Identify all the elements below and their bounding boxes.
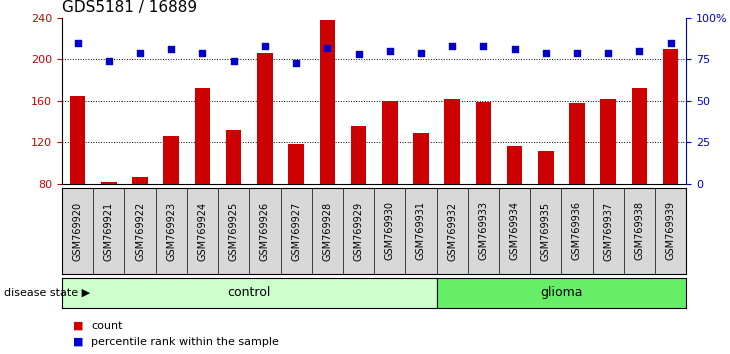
Text: GSM769928: GSM769928 [323,201,332,261]
Bar [507,145,523,184]
Text: GSM769924: GSM769924 [198,201,207,261]
Bar [663,49,678,184]
Point [353,51,364,57]
Text: disease state ▶: disease state ▶ [4,288,90,298]
Point [477,43,489,49]
Bar [382,101,398,184]
Bar [70,96,85,184]
Text: percentile rank within the sample: percentile rank within the sample [91,337,279,347]
Bar [257,53,273,184]
Point [665,40,677,45]
Bar [350,126,366,184]
Text: glioma: glioma [540,286,583,299]
Point [509,46,520,52]
Text: GSM769927: GSM769927 [291,201,301,261]
Bar [413,133,429,184]
Text: GSM769938: GSM769938 [634,201,645,261]
Text: GSM769933: GSM769933 [478,201,488,261]
Text: ■: ■ [73,337,83,347]
Text: GDS5181 / 16889: GDS5181 / 16889 [62,0,197,15]
Bar [569,103,585,184]
Bar [195,88,210,184]
Bar [320,20,335,184]
Text: GSM769923: GSM769923 [166,201,176,261]
Point [196,50,208,56]
Bar [445,99,460,184]
Text: GSM769936: GSM769936 [572,201,582,261]
Bar [288,143,304,184]
Point [634,48,645,54]
Bar [132,177,148,184]
Bar [475,102,491,184]
Text: GSM769930: GSM769930 [385,201,395,261]
Text: GSM769935: GSM769935 [541,201,550,261]
Text: GSM769931: GSM769931 [416,201,426,261]
Point [571,50,583,56]
Text: GSM769929: GSM769929 [353,201,364,261]
Bar [226,130,242,184]
Bar [631,88,648,184]
Text: GSM769937: GSM769937 [603,201,613,261]
Text: GSM769926: GSM769926 [260,201,270,261]
Text: count: count [91,321,123,331]
Point [446,43,458,49]
Point [259,43,271,49]
Point [540,50,552,56]
Point [291,60,302,65]
Point [72,40,83,45]
Bar [538,151,553,184]
Bar [600,99,616,184]
Point [134,50,146,56]
Text: GSM769934: GSM769934 [510,201,520,261]
Text: GSM769939: GSM769939 [666,201,675,261]
Bar [101,182,117,184]
Text: GSM769925: GSM769925 [228,201,239,261]
Text: GSM769932: GSM769932 [447,201,457,261]
Point [384,48,396,54]
Text: control: control [228,286,271,299]
Point [321,45,333,51]
Point [415,50,427,56]
Text: GSM769922: GSM769922 [135,201,145,261]
Bar [164,136,179,184]
Text: GSM769920: GSM769920 [73,201,82,261]
Point [103,58,115,64]
Point [602,50,614,56]
Text: ■: ■ [73,321,83,331]
Text: GSM769921: GSM769921 [104,201,114,261]
Point [166,46,177,52]
Point [228,58,239,64]
